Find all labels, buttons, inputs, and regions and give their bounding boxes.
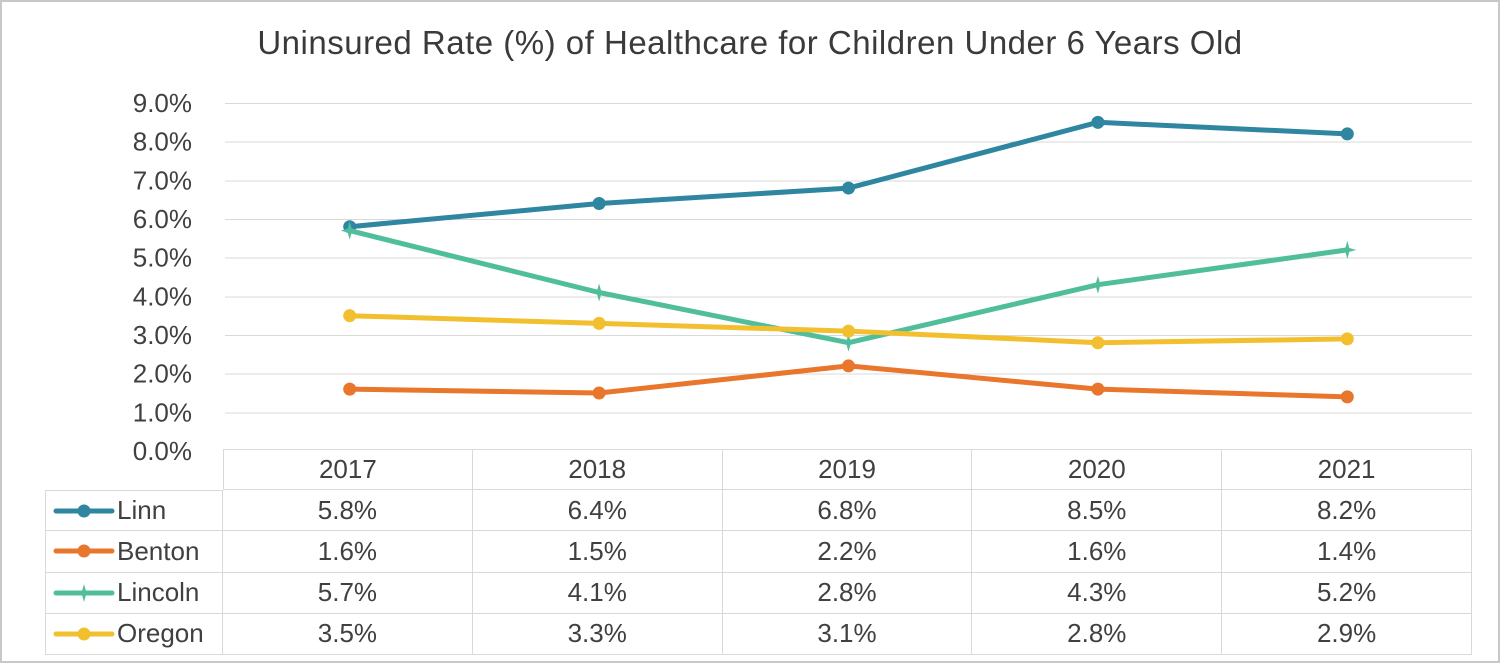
value-cell-oregon-2018: 3.3% <box>472 613 723 655</box>
legend-key-circle-icon <box>53 544 115 558</box>
chart-data-table: 2017 2018 2019 2020 2021 Linn 5.8% 6.4% 6.8% 8.5%… <box>45 449 1472 655</box>
marker-circle-oregon-2017 <box>343 309 357 323</box>
y-axis-tick-label: 9.0% <box>133 88 192 118</box>
table-header-2019: 2019 <box>722 449 973 491</box>
marker-circle-benton-2017 <box>343 382 357 396</box>
chart-title: Uninsured Rate (%) of Healthcare for Chi… <box>257 24 1243 61</box>
legend-label-linn: Linn <box>117 495 167 526</box>
marker-star-lincoln-2020 <box>1088 275 1107 294</box>
value-cell-lincoln-2020: 4.3% <box>972 572 1223 614</box>
value-cell-benton-2018: 1.5% <box>472 531 723 573</box>
marker-circle-oregon-2018 <box>592 316 606 330</box>
y-axis-tick-label: 6.0% <box>133 204 192 234</box>
value-cell-linn-2017: 5.8% <box>223 490 473 532</box>
y-axis-tick-label: 7.0% <box>133 165 192 195</box>
marker-star-lincoln-2018 <box>590 283 609 302</box>
value-cell-oregon-2020: 2.8% <box>972 613 1223 655</box>
value-cell-oregon-2019: 3.1% <box>722 613 973 655</box>
value-cell-oregon-2021: 2.9% <box>1222 613 1472 655</box>
marker-circle-linn-2019 <box>842 181 855 195</box>
table-header-2021: 2021 <box>1222 449 1472 491</box>
marker-circle-benton-2020 <box>1091 382 1105 396</box>
legend-key-star-icon <box>53 583 115 602</box>
value-cell-linn-2021: 8.2% <box>1222 490 1472 532</box>
legend-label-benton: Benton <box>117 535 200 566</box>
y-axis-tick-label: 1.0% <box>133 397 192 427</box>
marker-circle-oregon-2021 <box>1340 332 1354 346</box>
value-cell-benton-2019: 2.2% <box>722 531 973 573</box>
value-cell-lincoln-2018: 4.1% <box>472 572 723 614</box>
marker-circle-linn-2021 <box>1340 127 1354 141</box>
marker-circle-oregon-2020 <box>1091 336 1105 350</box>
value-cell-linn-2020: 8.5% <box>972 490 1223 532</box>
legend-label-lincoln: Lincoln <box>117 577 200 608</box>
legend-cell-lincoln: Lincoln <box>45 572 223 614</box>
marker-circle-benton-2021 <box>1340 390 1354 404</box>
marker-star-lincoln-2021 <box>1338 240 1357 259</box>
legend-key-circle-icon <box>53 504 115 518</box>
marker-star-lincoln-2017 <box>340 221 359 240</box>
value-cell-benton-2020: 1.6% <box>972 531 1223 573</box>
marker-circle-linn-2018 <box>592 197 606 211</box>
value-cell-oregon-2017: 3.5% <box>223 613 473 655</box>
series-line-linn <box>347 119 1350 230</box>
y-axis-tick-label: 0.0% <box>133 436 192 466</box>
value-cell-benton-2021: 1.4% <box>1222 531 1472 573</box>
marker-circle-benton-2019 <box>842 359 855 373</box>
marker-circle-oregon-2019 <box>842 324 855 338</box>
table-header-2018: 2018 <box>472 449 723 491</box>
legend-key-circle-icon <box>53 627 115 641</box>
y-axis-tick-label: 5.0% <box>133 243 192 273</box>
marker-circle-linn-2020 <box>1091 115 1105 129</box>
value-cell-lincoln-2019: 2.8% <box>722 572 973 614</box>
legend-cell-linn: Linn <box>45 490 223 532</box>
legend-cell-oregon: Oregon <box>45 613 223 655</box>
legend-label-oregon: Oregon <box>117 618 204 649</box>
value-cell-benton-2017: 1.6% <box>223 531 473 573</box>
marker-circle-benton-2018 <box>592 386 606 400</box>
legend-cell-benton: Benton <box>45 531 223 573</box>
table-header-2017: 2017 <box>223 449 473 491</box>
table-corner-blank <box>45 449 223 490</box>
value-cell-lincoln-2017: 5.7% <box>223 572 473 614</box>
marker-star-lincoln-2019 <box>839 333 858 352</box>
y-axis-tick-label: 3.0% <box>133 320 192 350</box>
y-axis-tick-label: 8.0% <box>133 127 192 157</box>
value-cell-linn-2019: 6.8% <box>722 490 973 532</box>
value-cell-linn-2018: 6.4% <box>472 490 723 532</box>
y-axis-tick-label: 2.0% <box>133 359 192 389</box>
table-header-2020: 2020 <box>972 449 1223 491</box>
y-axis-tick-label: 4.0% <box>133 281 192 311</box>
value-cell-lincoln-2021: 5.2% <box>1222 572 1472 614</box>
